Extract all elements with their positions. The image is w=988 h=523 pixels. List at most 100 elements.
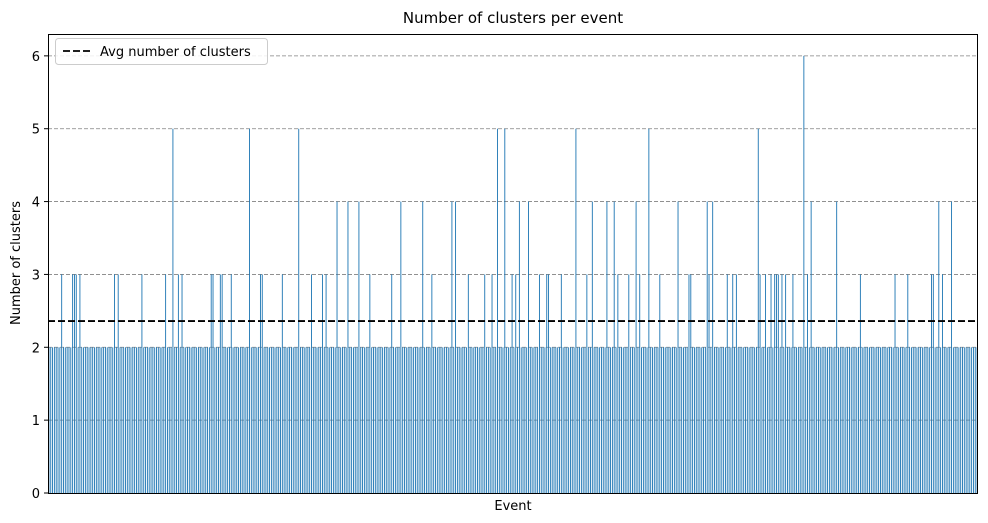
- bar: [309, 347, 311, 493]
- bar: [507, 347, 509, 493]
- bar: [714, 347, 715, 493]
- legend-label: Avg number of clusters: [100, 45, 251, 60]
- bar: [836, 201, 838, 493]
- bar: [861, 347, 863, 493]
- bar: [726, 274, 728, 493]
- bar: [110, 347, 112, 493]
- bar: [580, 347, 582, 493]
- bar: [688, 274, 690, 493]
- bar: [314, 347, 316, 493]
- bar: [52, 347, 54, 493]
- bar: [905, 347, 907, 493]
- bar: [810, 201, 812, 493]
- bar: [194, 347, 196, 493]
- bar: [181, 274, 183, 493]
- bar: [445, 347, 447, 493]
- bar: [316, 347, 318, 493]
- bar: [336, 201, 338, 493]
- bar: [807, 274, 808, 493]
- y-tick-label: 0: [32, 487, 40, 502]
- bar: [117, 274, 119, 493]
- bar: [881, 347, 883, 493]
- bar: [969, 347, 971, 493]
- bar: [646, 347, 648, 493]
- bar: [575, 128, 577, 493]
- bar: [101, 347, 103, 493]
- bar: [453, 347, 455, 493]
- bar: [535, 347, 537, 493]
- bar: [739, 347, 741, 493]
- bar: [670, 347, 672, 493]
- bar: [511, 274, 513, 493]
- bar: [456, 347, 458, 493]
- bar: [285, 347, 287, 493]
- bar: [931, 274, 932, 493]
- bar: [693, 347, 695, 493]
- bar: [320, 347, 322, 493]
- bar: [227, 347, 229, 493]
- bar: [914, 347, 916, 493]
- y-tick-label: 6: [32, 50, 40, 65]
- bar: [172, 128, 174, 493]
- bar: [573, 347, 575, 493]
- bar: [298, 128, 300, 493]
- bar: [334, 347, 336, 493]
- bar: [311, 274, 312, 493]
- bar: [502, 347, 504, 493]
- bar: [568, 347, 570, 493]
- bar: [952, 347, 954, 493]
- bar: [582, 347, 584, 493]
- bar: [885, 347, 887, 493]
- bar: [196, 347, 198, 493]
- bar: [475, 347, 477, 493]
- bar: [425, 347, 427, 493]
- bar: [418, 347, 420, 493]
- chart-title: Number of clusters per event: [403, 9, 623, 27]
- bar: [367, 347, 369, 493]
- bar: [526, 347, 528, 493]
- bar: [631, 347, 633, 493]
- bar: [799, 347, 801, 493]
- bar: [270, 347, 272, 493]
- bar: [70, 347, 72, 493]
- y-tick-label: 1: [32, 414, 40, 429]
- bar: [929, 347, 931, 493]
- bar: [808, 347, 810, 493]
- bar: [83, 347, 85, 493]
- bar: [704, 347, 706, 493]
- bar: [863, 347, 865, 493]
- bar: [281, 274, 283, 493]
- bar: [870, 347, 872, 493]
- bar: [956, 347, 958, 493]
- bar: [823, 347, 825, 493]
- bar: [675, 347, 677, 493]
- bar: [560, 274, 562, 493]
- bar: [57, 347, 59, 493]
- bar: [170, 347, 172, 493]
- bar: [294, 347, 296, 493]
- bar: [385, 347, 387, 493]
- bar: [168, 347, 170, 493]
- bar: [600, 347, 602, 493]
- bar: [703, 347, 705, 493]
- bar: [834, 347, 836, 493]
- bar: [796, 347, 798, 493]
- bar: [387, 347, 389, 493]
- bar: [371, 347, 373, 493]
- bar: [466, 347, 467, 493]
- bar: [126, 347, 128, 493]
- bar: [451, 201, 453, 493]
- bar: [108, 347, 110, 493]
- bar: [303, 347, 305, 493]
- bar: [254, 347, 256, 493]
- bar: [524, 347, 526, 493]
- bar: [460, 347, 462, 493]
- bar: [887, 347, 889, 493]
- bar: [199, 347, 201, 493]
- bar: [513, 347, 515, 493]
- bar: [252, 347, 254, 493]
- bar: [289, 347, 291, 493]
- bar: [728, 347, 730, 493]
- bar: [555, 347, 557, 493]
- bar: [92, 347, 94, 493]
